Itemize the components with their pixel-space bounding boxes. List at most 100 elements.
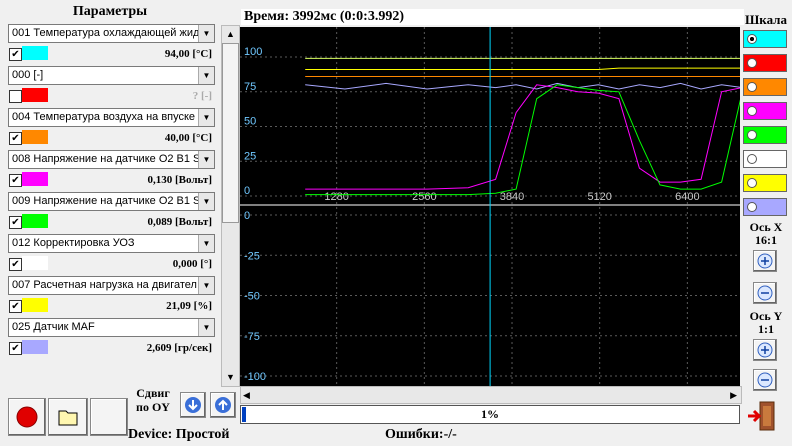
x-tick-label: 5120 bbox=[587, 191, 611, 203]
scale-option[interactable] bbox=[743, 30, 787, 48]
dropdown-arrow[interactable]: ▼ bbox=[198, 25, 214, 42]
scale-option[interactable] bbox=[743, 54, 787, 72]
param-name: 000 [-] bbox=[12, 69, 44, 81]
series-line bbox=[305, 82, 740, 90]
time-scrollbar[interactable]: ◀ ▶ bbox=[240, 386, 742, 404]
dropdown-arrow[interactable]: ▼ bbox=[198, 277, 214, 294]
axis-x-box: Ось X 16:1 bbox=[740, 221, 792, 247]
y-tick-label: 0 bbox=[244, 210, 250, 222]
dropdown-arrow[interactable]: ▼ bbox=[198, 319, 214, 336]
param-name: 012 Корректировка УОЗ bbox=[12, 237, 135, 249]
param-name: 001 Температура охлаждающей жид bbox=[12, 27, 198, 39]
axis-x-label: Ось X bbox=[749, 220, 783, 234]
y-tick-label: 25 bbox=[244, 150, 256, 162]
param-select[interactable]: 007 Расчетная нагрузка на двигател ▼ bbox=[8, 276, 215, 295]
param-value: 94,00 [°C] bbox=[164, 48, 212, 60]
zoom-y-in[interactable] bbox=[753, 339, 777, 361]
series-line bbox=[305, 84, 740, 196]
y-tick-label: -25 bbox=[244, 250, 260, 262]
blank-button[interactable] bbox=[90, 398, 128, 436]
radio-dot bbox=[747, 178, 757, 188]
scale-option[interactable] bbox=[743, 174, 787, 192]
param-value: 0,130 [Вольт] bbox=[147, 174, 213, 186]
param-select[interactable]: 000 [-] ▼ bbox=[8, 66, 215, 85]
y-tick-label: -75 bbox=[244, 331, 260, 343]
dropdown-arrow[interactable]: ▼ bbox=[198, 193, 214, 210]
axis-y-label: Ось Y bbox=[749, 309, 783, 323]
errors-status: Ошибки:-/- bbox=[385, 427, 457, 442]
progress-label: 1% bbox=[481, 407, 499, 421]
param-color bbox=[22, 214, 48, 228]
params-title: Параметры bbox=[72, 4, 148, 19]
param-color bbox=[22, 88, 48, 102]
dropdown-arrow[interactable]: ▼ bbox=[198, 67, 214, 84]
param-color bbox=[22, 130, 48, 144]
x-tick-label: 3840 bbox=[500, 191, 524, 203]
param-checkbox[interactable] bbox=[9, 90, 22, 103]
y-tick-label: 75 bbox=[244, 81, 256, 93]
plot-area: 100 75 50 25 0 0 -25 -50 -75 -100 1280 2560 3840 5120… bbox=[240, 27, 740, 386]
param-value: 0,089 [Вольт] bbox=[147, 216, 213, 228]
x-tick-label: 1280 bbox=[324, 191, 348, 203]
y-tick-label: -100 bbox=[244, 371, 266, 383]
param-checkbox[interactable]: ✔ bbox=[9, 174, 22, 187]
shift-down[interactable] bbox=[180, 392, 206, 418]
scale-option[interactable] bbox=[743, 198, 787, 216]
param-select[interactable]: 001 Температура охлаждающей жид ▼ bbox=[8, 24, 215, 43]
param-select[interactable]: 008 Напряжение на датчике O2 B1 S ▼ bbox=[8, 150, 215, 169]
param-name: 004 Температура воздуха на впуске bbox=[12, 111, 196, 123]
param-checkbox[interactable]: ✔ bbox=[9, 48, 22, 61]
param-checkbox[interactable]: ✔ bbox=[9, 216, 22, 229]
param-checkbox[interactable]: ✔ bbox=[9, 132, 22, 145]
dropdown-arrow[interactable]: ▼ bbox=[198, 151, 214, 168]
axis-x-ratio: 16:1 bbox=[755, 233, 777, 247]
dropdown-arrow[interactable]: ▼ bbox=[198, 235, 214, 252]
param-checkbox[interactable]: ✔ bbox=[9, 258, 22, 271]
zoom-x-out[interactable] bbox=[753, 282, 777, 304]
y-tick-label: -50 bbox=[244, 291, 260, 303]
axis-y-box: Ось Y 1:1 bbox=[740, 310, 792, 336]
x-tick-label: 6400 bbox=[675, 191, 699, 203]
param-name: 007 Расчетная нагрузка на двигател bbox=[12, 279, 197, 291]
param-name: 008 Напряжение на датчике O2 B1 S bbox=[12, 153, 198, 165]
scale-option[interactable] bbox=[743, 126, 787, 144]
device-status: Device: Простой bbox=[128, 427, 230, 442]
radio-dot bbox=[747, 154, 757, 164]
param-select[interactable]: 012 Корректировка УОЗ ▼ bbox=[8, 234, 215, 253]
record-button[interactable] bbox=[8, 398, 46, 436]
series-line bbox=[305, 67, 740, 70]
param-select[interactable]: 004 Температура воздуха на впуске ▼ bbox=[8, 108, 215, 127]
scale-title: Шкала bbox=[745, 12, 787, 27]
param-value: 2,609 [гр/сек] bbox=[146, 342, 212, 354]
y-tick-label: 50 bbox=[244, 116, 256, 128]
zoom-y-out[interactable] bbox=[753, 369, 777, 391]
params-scrollbar[interactable]: ▲ ▼ bbox=[221, 25, 240, 387]
scale-option[interactable] bbox=[743, 78, 787, 96]
param-checkbox[interactable]: ✔ bbox=[9, 342, 22, 355]
y-tick-label: 0 bbox=[244, 185, 250, 197]
radio-dot bbox=[747, 34, 757, 44]
param-color bbox=[22, 46, 48, 60]
param-color bbox=[22, 256, 48, 270]
dropdown-arrow[interactable]: ▼ bbox=[198, 109, 214, 126]
radio-dot bbox=[747, 106, 757, 116]
exit-button[interactable] bbox=[744, 398, 780, 434]
scale-option[interactable] bbox=[743, 102, 787, 120]
scale-option[interactable] bbox=[743, 150, 787, 168]
param-select[interactable]: 025 Датчик MAF ▼ bbox=[8, 318, 215, 337]
param-color bbox=[22, 298, 48, 312]
y-tick-label: 100 bbox=[244, 46, 262, 58]
param-checkbox[interactable]: ✔ bbox=[9, 300, 22, 313]
radio-dot bbox=[747, 130, 757, 140]
param-value: ? [-] bbox=[192, 90, 212, 102]
open-button[interactable] bbox=[48, 398, 88, 436]
shift-label: Сдвиг по OY bbox=[136, 386, 170, 414]
progress-bar: 1% bbox=[240, 405, 740, 424]
shift-up[interactable] bbox=[210, 392, 236, 418]
param-select[interactable]: 009 Напряжение на датчике O2 B1 S ▼ bbox=[8, 192, 215, 211]
x-tick-label: 2560 bbox=[412, 191, 436, 203]
param-value: 21,09 [%] bbox=[166, 300, 212, 312]
param-value: 0,000 [°] bbox=[172, 258, 212, 270]
zoom-x-in[interactable] bbox=[753, 250, 777, 272]
